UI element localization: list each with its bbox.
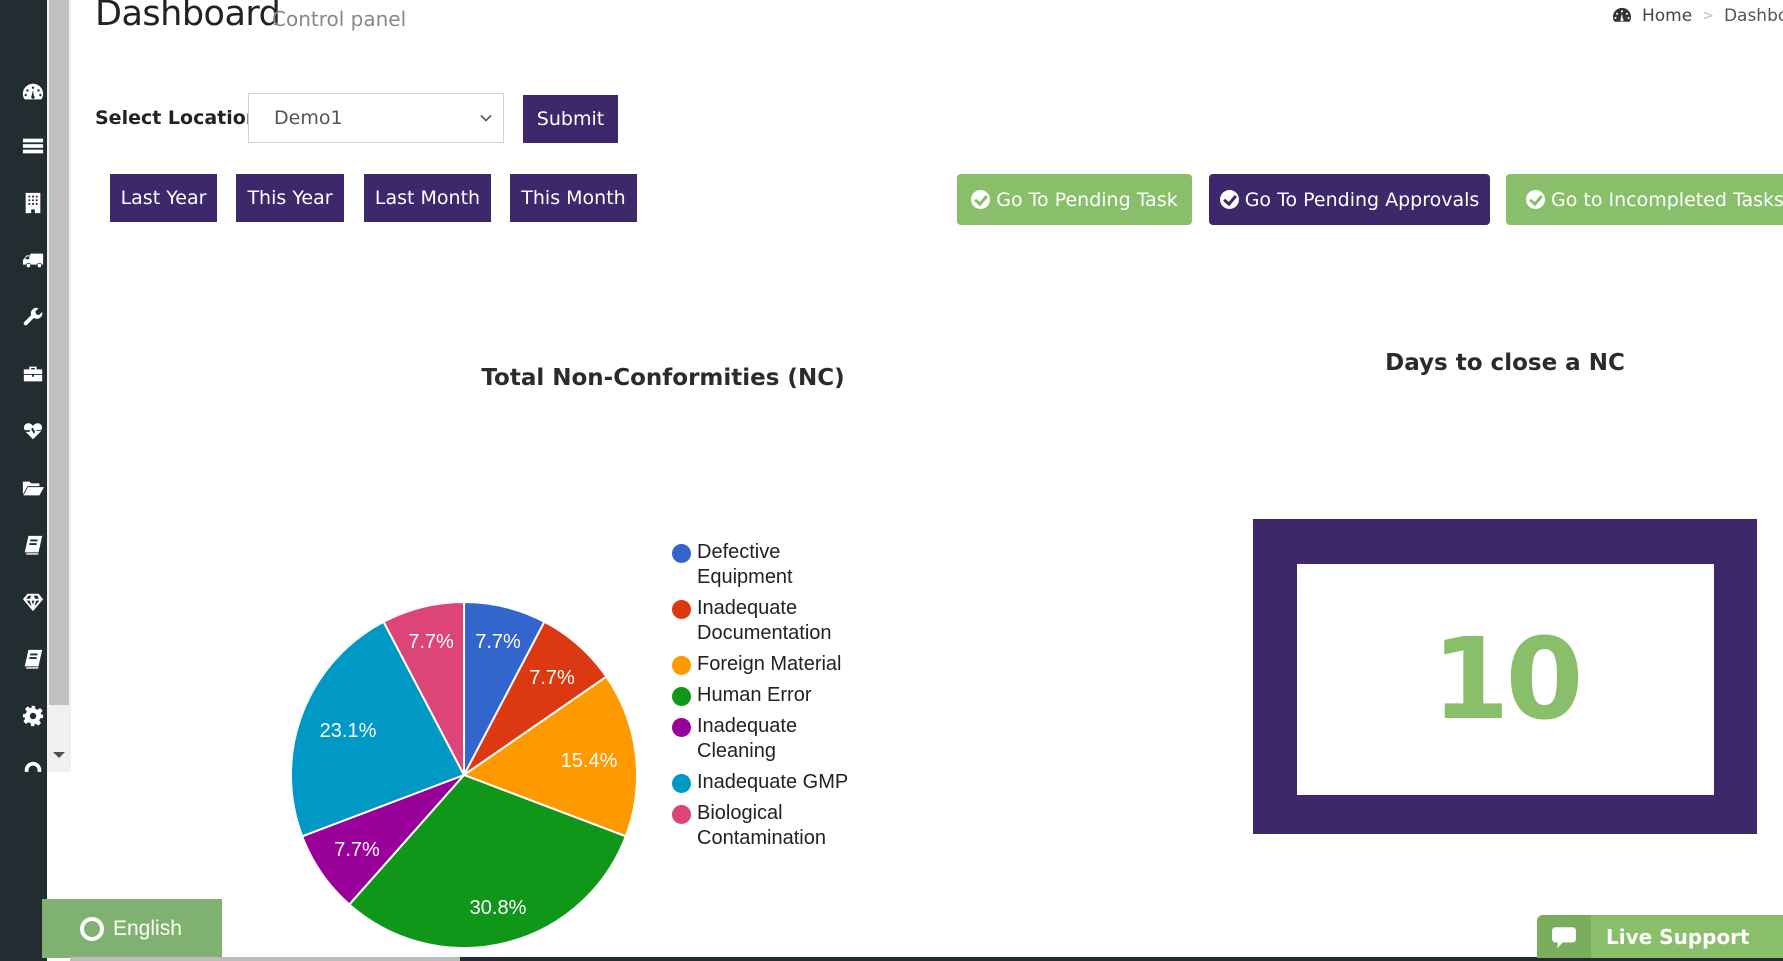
briefcase-icon[interactable] [21, 362, 45, 386]
legend-item[interactable]: Human Error [672, 683, 862, 708]
building-icon[interactable] [21, 191, 45, 215]
diamond-icon[interactable] [21, 590, 45, 614]
legend-dot-icon [672, 600, 691, 619]
nc-chart-title: Total Non-Conformities (NC) [481, 365, 845, 391]
legend-dot-icon [672, 544, 691, 563]
scroll-down-arrow-icon[interactable] [53, 752, 65, 758]
heartbeat-icon[interactable] [21, 419, 45, 443]
button-label: Go to Incompleted Tasks [1551, 188, 1783, 211]
days-to-close-inner: 10 [1297, 564, 1714, 795]
go-to-pending-approvals-button[interactable]: Go To Pending Approvals [1209, 174, 1490, 225]
days-to-close-title: Days to close a NC [1385, 350, 1625, 376]
nc-chart-legend: Defective Equipment Inadequate Documenta… [672, 540, 862, 857]
location-select-value: Demo1 [274, 107, 343, 129]
wrench-icon[interactable] [21, 305, 45, 329]
pie-slice-inadequate-gmp[interactable] [289, 620, 465, 838]
book-icon[interactable] [21, 533, 45, 557]
last-year-button[interactable]: Last Year [110, 174, 217, 222]
pie-label: 23.1% [320, 720, 377, 742]
chevron-down-icon [480, 110, 492, 122]
horizontal-scrollbar[interactable] [70, 957, 1783, 961]
legend-dot-icon [672, 687, 691, 706]
scrollbar-thumb[interactable] [49, 0, 69, 705]
check-circle-icon [1219, 190, 1239, 209]
legend-item[interactable]: Inadequate Documentation [672, 596, 862, 646]
live-support-button[interactable]: Live Support [1537, 915, 1783, 958]
breadcrumb-home-link[interactable]: Home [1642, 6, 1693, 26]
days-to-close-value: 10 [1431, 614, 1584, 745]
submit-button[interactable]: Submit [523, 95, 618, 143]
breadcrumb: Home > Dashboard [1612, 6, 1783, 26]
pie-label: 7.7% [475, 631, 521, 653]
button-label: Go To Pending Task [996, 188, 1178, 211]
sidebar-scrollbar[interactable] [47, 0, 71, 772]
legend-dot-icon [672, 718, 691, 737]
legend-label: Inadequate Cleaning [697, 715, 798, 762]
pie-label: 7.7% [408, 631, 454, 653]
check-circle-icon [971, 190, 991, 209]
legend-label: Defective Equipment [697, 541, 793, 588]
select-location-label: Select Location [95, 107, 260, 129]
legend-item[interactable]: Defective Equipment [672, 540, 862, 590]
truck-icon[interactable] [21, 248, 45, 272]
language-label: English [113, 916, 182, 940]
server-icon[interactable] [21, 134, 45, 158]
circle-icon [80, 916, 104, 941]
sidebar [0, 0, 47, 961]
nc-pie-chart: 7.7% 7.7% 15.4% 30.8% 7.7% 23.1% 7.7% [289, 601, 639, 949]
pie-label: 15.4% [561, 750, 618, 772]
language-button[interactable]: English [42, 899, 222, 958]
last-month-button[interactable]: Last Month [364, 174, 491, 222]
chat-bubble-icon [1537, 915, 1591, 958]
legend-label: Foreign Material [697, 653, 842, 675]
legend-dot-icon [672, 774, 691, 793]
pie-slice-human-error[interactable] [348, 774, 627, 949]
folder-open-icon[interactable] [21, 476, 45, 500]
breadcrumb-separator: > [1702, 8, 1714, 24]
this-month-button[interactable]: This Month [510, 174, 637, 222]
button-label: Go To Pending Approvals [1244, 188, 1480, 211]
breadcrumb-current: Dashboard [1723, 6, 1783, 26]
days-to-close-box: 10 [1253, 519, 1757, 834]
legend-label: Inadequate GMP [697, 771, 849, 793]
dashboard-icon [1613, 7, 1631, 22]
dashboard-icon[interactable] [21, 80, 45, 104]
go-to-pending-task-button[interactable]: Go To Pending Task [957, 174, 1192, 225]
pie-label: 30.8% [470, 897, 527, 919]
legend-item[interactable]: Inadequate GMP [672, 770, 862, 795]
this-year-button[interactable]: This Year [236, 174, 344, 222]
user-icon[interactable] [21, 760, 45, 772]
location-select[interactable]: Demo1 [248, 93, 504, 143]
pie-slice-biological-contamination[interactable] [382, 601, 465, 776]
gear-icon[interactable] [21, 704, 45, 728]
pie-label: 7.7% [334, 839, 380, 861]
scrollbar-thumb[interactable] [70, 957, 460, 961]
page-title: Dashboard [95, 0, 281, 34]
page-subtitle: Control panel [272, 7, 407, 31]
pie-label: 7.7% [529, 667, 575, 689]
legend-label: Biological Contamination [697, 802, 826, 849]
check-circle-icon [1526, 190, 1545, 209]
book-icon[interactable] [21, 647, 45, 671]
legend-item[interactable]: Inadequate Cleaning [672, 714, 862, 764]
live-support-label: Live Support [1606, 924, 1750, 949]
legend-dot-icon [672, 656, 691, 675]
pie-slice-foreign-material[interactable] [463, 675, 639, 838]
legend-label: Inadequate Documentation [697, 597, 832, 644]
go-to-incompleted-tasks-button[interactable]: Go to Incompleted Tasks [1506, 174, 1783, 225]
legend-item[interactable]: Biological Contamination [672, 801, 862, 851]
legend-dot-icon [672, 805, 691, 824]
legend-item[interactable]: Foreign Material [672, 652, 862, 677]
legend-label: Human Error [697, 684, 812, 706]
